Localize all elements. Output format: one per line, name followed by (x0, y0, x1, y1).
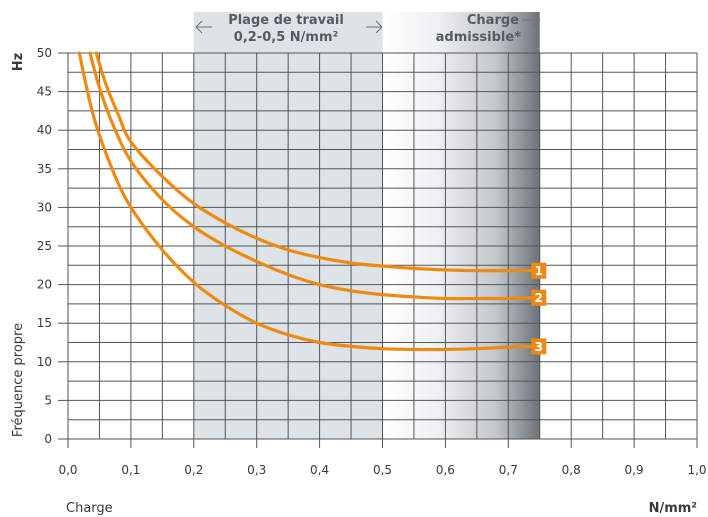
background-bands (193, 12, 540, 439)
x-tick-label: 0,9 (625, 463, 644, 477)
curves (77, 51, 532, 352)
y-tick-label: 15 (37, 316, 52, 330)
y-tick-label: 45 (37, 85, 52, 99)
x-axis-unit: N/mm² (649, 501, 697, 516)
curve-1-label: 1 (535, 264, 543, 278)
y-tick-label: 50 (37, 46, 52, 60)
x-tick-labels: 0,0 0,1 0,2 0,3 0,4 0,5 0,6 0,7 0,8 0,9 1,0 (58, 463, 706, 477)
curve-2 (88, 51, 532, 301)
working-range-label-2: 0,2-0,5 N/mm² (234, 30, 338, 45)
curve-markers: 1 2 3 (531, 262, 547, 355)
x-tick-label: 0,8 (562, 463, 581, 477)
working-range-label-1: Plage de travail (228, 13, 344, 28)
y-tick-label: 10 (37, 355, 52, 369)
y-tick-label: 20 (37, 278, 52, 292)
x-axis-title: Charge (66, 501, 113, 516)
y-tick-label: 0 (44, 432, 52, 446)
x-tick-label: 1,0 (687, 463, 706, 477)
curve-1-marker (531, 262, 547, 279)
curve-1 (94, 51, 532, 273)
y-tick-label: 30 (37, 200, 52, 214)
curve-3 (77, 51, 532, 352)
curve-2-marker (531, 289, 547, 306)
x-tick-label: 0,2 (184, 463, 203, 477)
arrow-right-icon (522, 13, 541, 27)
x-tick-label: 0,5 (373, 463, 392, 477)
y-tick-label: 25 (37, 239, 52, 253)
curve-3-marker (531, 338, 547, 355)
arrow-right-icon (366, 20, 383, 34)
admissible-load-header: Charge admissible* (436, 13, 541, 45)
y-tick-label: 35 (37, 162, 52, 176)
curve-2-label: 2 (535, 291, 543, 305)
x-tick-label: 0,4 (310, 463, 329, 477)
admissible-load-label-2: admissible* (436, 30, 522, 45)
admissible-load-band (382, 12, 540, 439)
x-tick-label: 0,6 (436, 463, 455, 477)
grid-lines (58, 52, 698, 448)
working-range-header: Plage de travail 0,2-0,5 N/mm² (195, 13, 383, 45)
y-tick-labels: 0 5 10 15 20 25 30 35 40 45 50 (37, 46, 52, 446)
x-tick-label: 0,0 (58, 463, 77, 477)
x-tick-label: 0,1 (121, 463, 140, 477)
y-axis-unit: Hz (11, 53, 26, 71)
curve-3-label: 3 (535, 340, 543, 354)
x-tick-label: 0,7 (499, 463, 518, 477)
y-axis-title: Fréquence propre (11, 323, 26, 437)
x-tick-label: 0,3 (247, 463, 266, 477)
y-tick-label: 40 (37, 123, 52, 137)
y-tick-label: 5 (44, 393, 52, 407)
admissible-load-label-1: Charge (467, 13, 519, 28)
arrow-left-icon (195, 20, 212, 34)
